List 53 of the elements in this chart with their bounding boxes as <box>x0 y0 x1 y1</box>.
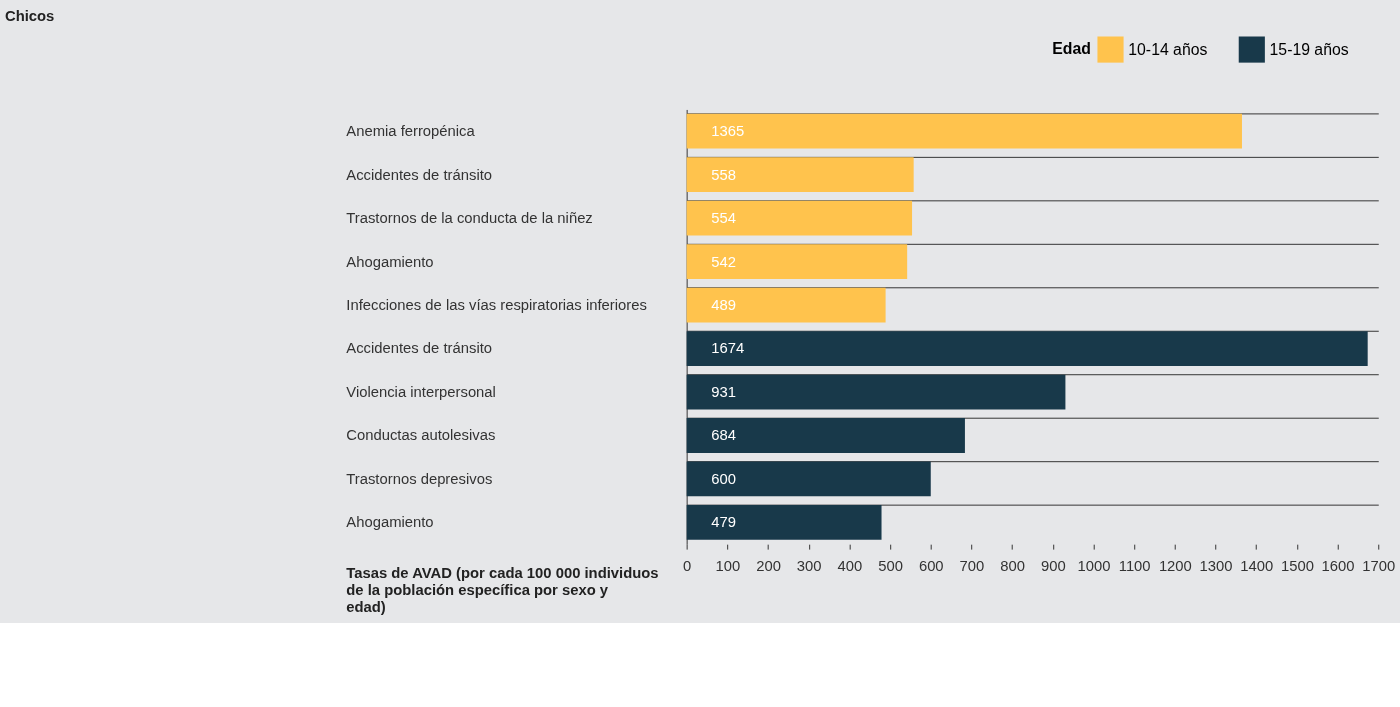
x-tick-label: 1400 <box>1240 558 1274 575</box>
legend-label: 15-19 años <box>1269 40 1349 58</box>
data-label: 1674 <box>711 340 745 357</box>
y-tick-label: Conductas autolesivas <box>346 427 496 444</box>
x-tick-label: 0 <box>683 558 692 575</box>
y-tick-label: Anemia ferropénica <box>346 123 476 140</box>
y-tick-label: Trastornos depresivos <box>346 470 493 487</box>
y-tick-label: Ahogamiento <box>346 253 434 270</box>
bar <box>686 505 882 540</box>
bar <box>686 418 965 453</box>
x-tick-label: 1100 <box>1118 558 1151 575</box>
y-tick-label: Ahogamiento <box>346 514 434 531</box>
y-tick-label: Violencia interpersonal <box>346 383 496 400</box>
data-label: 558 <box>711 166 737 183</box>
data-label: 542 <box>711 253 737 270</box>
x-tick-label: 900 <box>1040 558 1066 575</box>
x-tick-label: 1200 <box>1158 558 1192 575</box>
x-tick-label: 300 <box>796 558 822 575</box>
data-label: 684 <box>711 427 737 444</box>
legend-title: Edad <box>1052 40 1091 58</box>
text: Chicos <box>4 7 55 24</box>
bar <box>686 244 908 279</box>
bar <box>686 374 1066 410</box>
bar <box>686 287 886 323</box>
bar <box>686 157 914 193</box>
x-tick-label: 100 <box>715 558 741 575</box>
x-tick-label: 200 <box>756 558 781 575</box>
x-tick-label: 1300 <box>1199 558 1233 575</box>
x-tick-label: 400 <box>837 558 863 575</box>
x-tick-label: 1000 <box>1077 558 1111 575</box>
x-tick-label: 500 <box>878 558 903 575</box>
y-tick-label: Trastornos de la conducta de la niñez <box>346 210 593 227</box>
x-tick-label: 1700 <box>1362 558 1396 575</box>
y-tick-label: Infecciones de las vías respiratorias inferiores <box>346 297 647 314</box>
bar <box>686 461 931 497</box>
data-label: 931 <box>711 383 737 400</box>
data-label: 489 <box>711 297 737 314</box>
x-tick-label: 1500 <box>1280 558 1314 575</box>
bar <box>686 113 1242 149</box>
x-tick-label: 800 <box>1000 558 1025 575</box>
y-tick-label: Accidentes de tránsito <box>346 166 493 183</box>
data-label: 554 <box>711 210 737 227</box>
x-tick-label: 700 <box>959 558 985 575</box>
y-tick-label: Accidentes de tránsito <box>346 340 493 357</box>
data-label: 1365 <box>711 123 745 140</box>
bar <box>686 200 913 236</box>
bar <box>686 331 1368 366</box>
data-label: 600 <box>711 470 737 487</box>
x-axis-title: Tasas de AVAD (por cada 100 000 individuos de la población específica por sexo y edad) <box>346 565 659 615</box>
legend-label: 10-14 años <box>1128 40 1208 58</box>
data-label: 479 <box>711 514 737 531</box>
x-tick-label: 1600 <box>1321 558 1355 575</box>
x-tick-label: 600 <box>918 558 944 575</box>
